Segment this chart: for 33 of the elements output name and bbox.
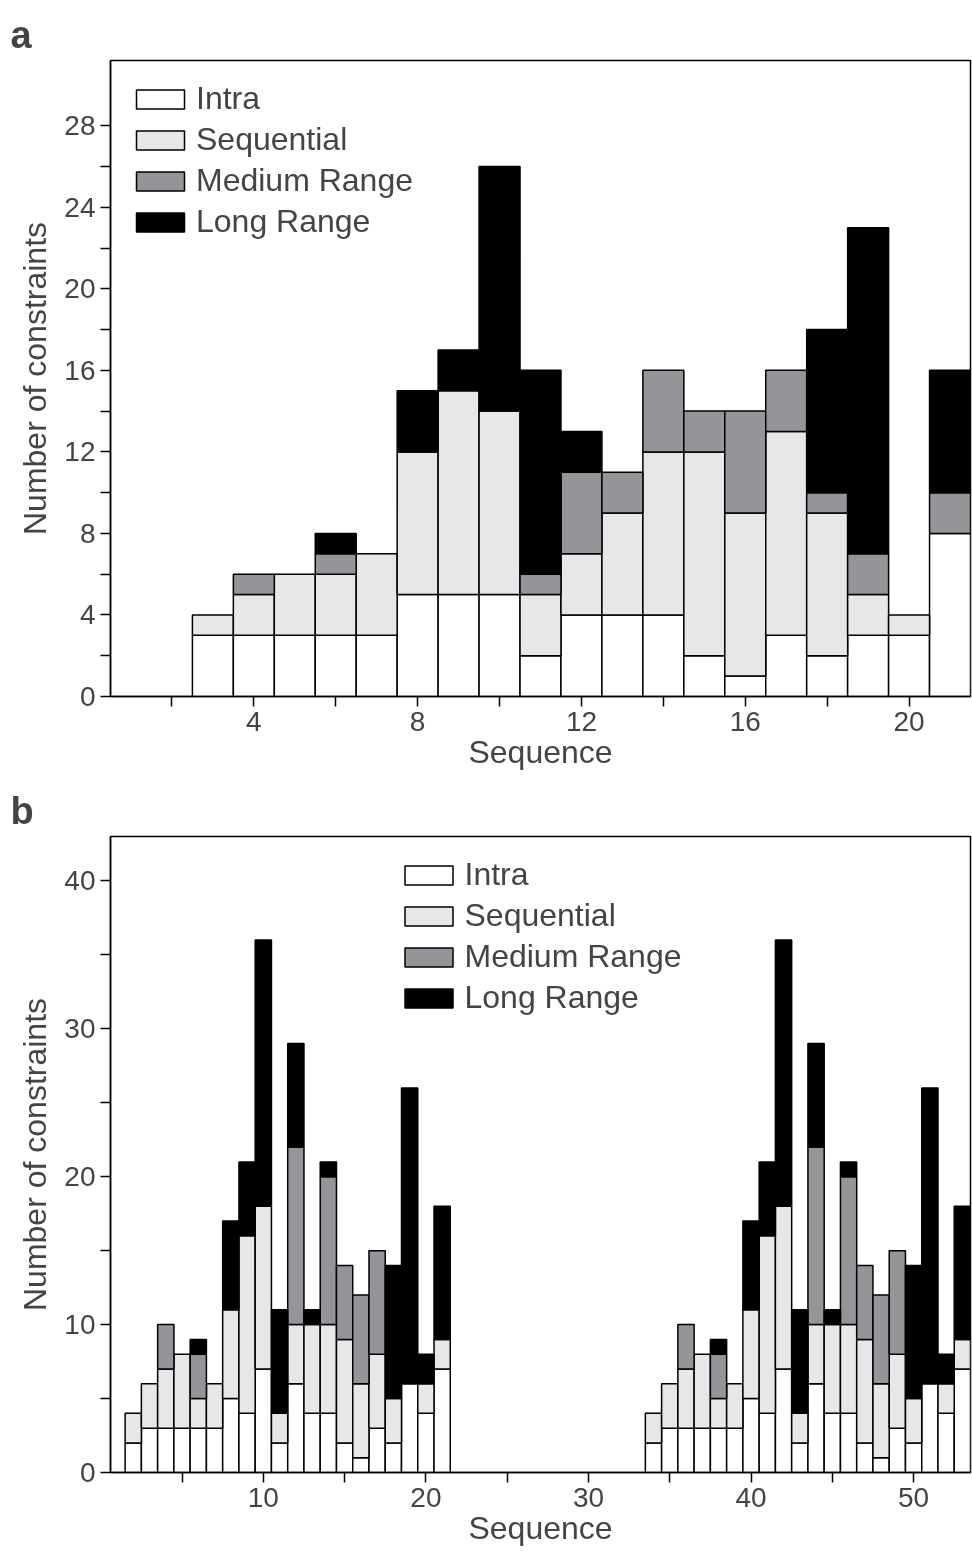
y-tick-label: 8 (79, 517, 96, 549)
y-tick-label: 40 (64, 865, 96, 897)
y-tick-label: 4 (79, 599, 96, 631)
y-tick-label: 20 (64, 1161, 96, 1193)
y-tick-label: 0 (79, 1457, 96, 1488)
x-tick-label: 8 (409, 705, 426, 737)
y-axis-title: Number of constraints (17, 221, 54, 536)
y-tick-label: 28 (64, 110, 96, 142)
legend-label: Medium Range (464, 938, 682, 975)
x-tick-label: 50 (898, 1481, 930, 1513)
legend-label: Intra (464, 856, 529, 893)
chart-title: a (10, 13, 33, 56)
y-tick-label: 30 (64, 1013, 96, 1045)
legend-label: Long Range (464, 979, 639, 1016)
y-tick-label: 12 (64, 436, 96, 468)
x-tick-label: 10 (247, 1481, 279, 1513)
y-axis-title: Number of constraints (17, 997, 54, 1312)
legend-label: Intra (196, 80, 261, 117)
x-tick-label: 4 (246, 705, 262, 737)
chart-title: b (10, 789, 34, 832)
x-tick-label: 40 (735, 1481, 767, 1513)
y-tick-label: 24 (64, 191, 96, 223)
y-tick-label: 16 (64, 354, 96, 386)
x-tick-label: 20 (893, 705, 925, 737)
x-tick-label: 16 (729, 705, 761, 737)
legend-label: Medium Range (196, 162, 413, 199)
legend-label: Sequential (464, 897, 616, 934)
legend-label: Sequential (196, 121, 348, 158)
y-tick-label: 0 (79, 681, 96, 712)
y-tick-label: 10 (64, 1309, 96, 1341)
y-tick-label: 20 (64, 273, 96, 305)
legend-label: Long Range (196, 203, 371, 240)
x-tick-label: 20 (410, 1481, 442, 1513)
